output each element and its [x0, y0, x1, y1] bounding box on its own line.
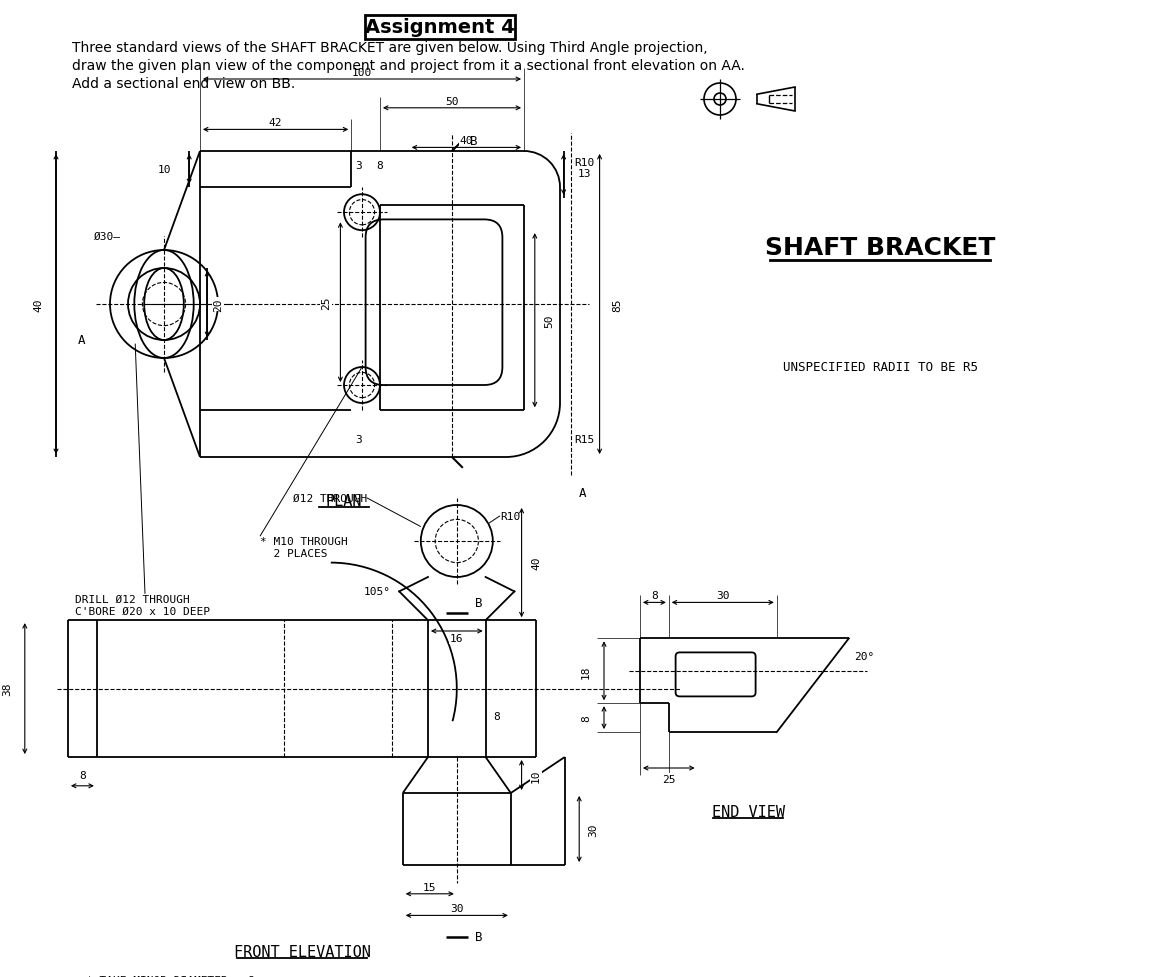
Text: UNSPECIFIED RADII TO BE R5: UNSPECIFIED RADII TO BE R5	[782, 361, 978, 374]
Text: A: A	[77, 334, 85, 347]
Text: 3: 3	[355, 435, 362, 445]
Text: PLAN: PLAN	[326, 493, 362, 508]
Text: R10: R10	[500, 511, 521, 522]
Text: 40: 40	[460, 136, 473, 146]
Text: Ø12 THROUGH: Ø12 THROUGH	[293, 493, 366, 503]
Text: A: A	[578, 487, 586, 500]
Text: R10: R10	[575, 157, 594, 168]
Text: 20: 20	[213, 298, 223, 312]
Text: 85: 85	[613, 298, 622, 312]
Text: Assignment 4: Assignment 4	[365, 19, 515, 37]
Text: 40: 40	[531, 556, 541, 570]
Text: 16: 16	[450, 633, 463, 644]
Text: 15: 15	[423, 881, 437, 892]
Text: 8: 8	[79, 770, 85, 781]
Text: 10: 10	[158, 165, 172, 175]
Text: SHAFT BRACKET: SHAFT BRACKET	[765, 235, 995, 260]
Text: * TAKE MINOR DIAMETER = 8mm: * TAKE MINOR DIAMETER = 8mm	[86, 975, 268, 977]
Text: 50: 50	[544, 315, 554, 327]
Text: 38: 38	[2, 682, 12, 696]
Text: DRILL Ø12 THROUGH
C'BORE Ø20 x 10 DEEP: DRILL Ø12 THROUGH C'BORE Ø20 x 10 DEEP	[75, 594, 210, 616]
Text: END VIEW: END VIEW	[712, 804, 785, 819]
Text: 30: 30	[717, 590, 729, 601]
Text: 100: 100	[351, 67, 372, 78]
Text: 50: 50	[446, 97, 458, 106]
Text: 40: 40	[33, 298, 43, 312]
Text: 10: 10	[531, 769, 541, 782]
Text: 3: 3	[355, 161, 362, 171]
Text: FRONT ELEVATION: FRONT ELEVATION	[234, 944, 371, 958]
Text: Ø30–: Ø30–	[93, 232, 121, 241]
Text: 13: 13	[578, 168, 591, 179]
Text: 42: 42	[268, 118, 282, 128]
Text: 25: 25	[662, 774, 675, 784]
Text: 30: 30	[450, 904, 463, 913]
Text: R15: R15	[575, 435, 594, 445]
Text: 20°: 20°	[854, 652, 874, 661]
Bar	[365, 16, 515, 40]
Text: 8: 8	[651, 590, 658, 601]
Text: 30: 30	[589, 823, 599, 836]
Text: Add a sectional end view on BB.: Add a sectional end view on BB.	[73, 77, 295, 91]
Text: 25: 25	[321, 296, 331, 310]
Text: Three standard views of the SHAFT BRACKET are given below. Using Third Angle pro: Three standard views of the SHAFT BRACKE…	[73, 41, 707, 55]
Text: B: B	[470, 135, 477, 148]
Text: 8: 8	[581, 714, 591, 721]
Text: B: B	[475, 596, 483, 609]
Text: draw the given plan view of the component and project from it a sectional front : draw the given plan view of the componen…	[73, 59, 745, 73]
Text: 18: 18	[581, 664, 591, 678]
Text: B: B	[475, 930, 483, 944]
Text: 8: 8	[493, 711, 500, 721]
Text: 8: 8	[377, 161, 384, 171]
Text: * M10 THROUGH
  2 PLACES: * M10 THROUGH 2 PLACES	[260, 536, 348, 558]
Text: 105°: 105°	[364, 587, 391, 597]
